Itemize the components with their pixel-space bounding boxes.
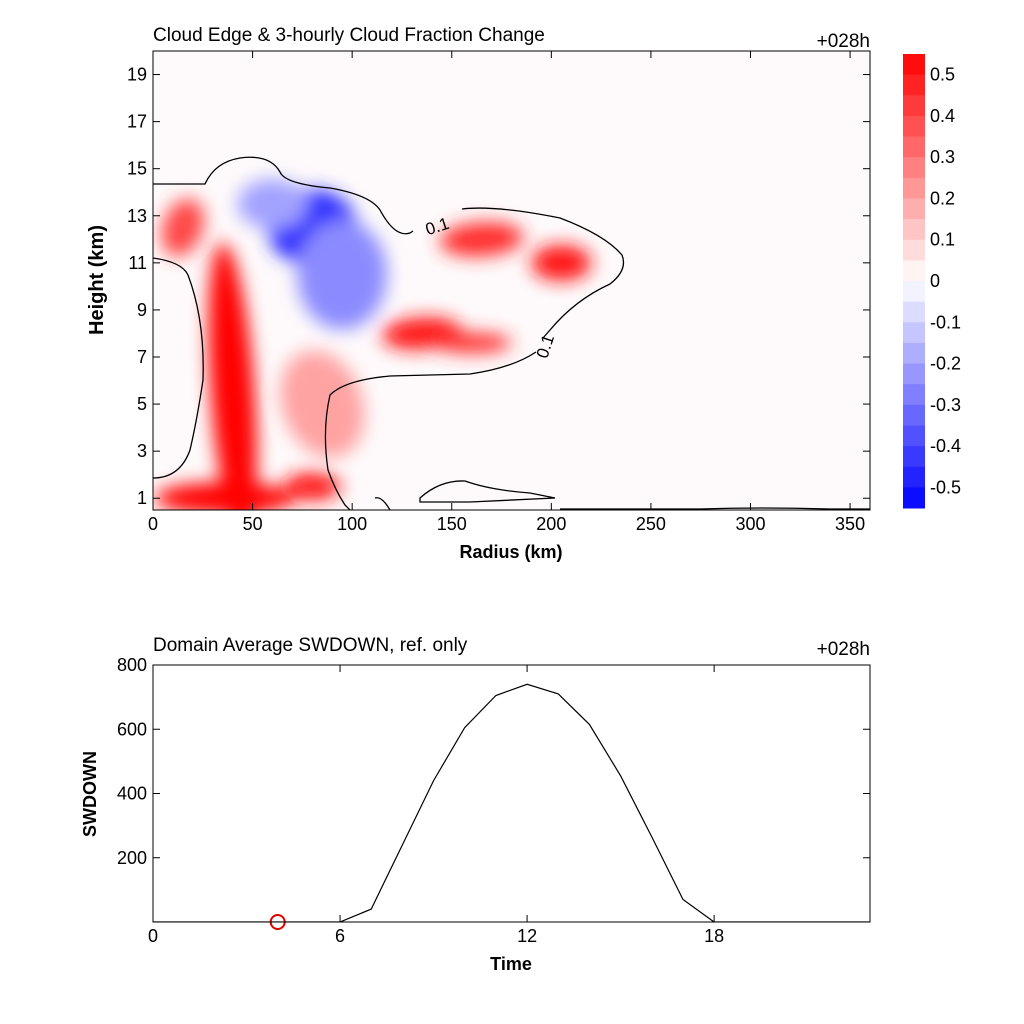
x-tick-label: 250 (636, 514, 666, 534)
colorbar-band (903, 363, 925, 385)
colorbar-label: -0.5 (930, 477, 961, 497)
colorbar-band (903, 136, 925, 158)
field-feature (154, 482, 295, 510)
field-feature (237, 179, 308, 229)
colorbar-band (903, 198, 925, 220)
colorbar-band (903, 115, 925, 138)
cloud-edge-contours (153, 156, 870, 510)
y-tick-label: 9 (137, 300, 147, 320)
cloud-edge-contour-inner (153, 257, 204, 479)
y-axis-label: SWDOWN (80, 751, 100, 837)
y-tick-label: 800 (117, 655, 147, 675)
colorbar-band (903, 74, 925, 96)
swdown-series-line (153, 683, 870, 922)
field-feature (531, 244, 592, 281)
y-tick-label: 19 (127, 65, 147, 85)
x-tick-label: 18 (704, 926, 724, 946)
colorbar-label: -0.2 (930, 354, 961, 374)
colorbar-band (903, 384, 925, 406)
x-tick-label: 6 (335, 926, 345, 946)
y-tick-label: 7 (137, 347, 147, 367)
colorbar-band (903, 342, 925, 365)
x-tick-label: 150 (437, 514, 467, 534)
colorbar: 0.5 0.4 0.3 0.2 0.1 0 -0.1 -0.2 -0.3 -0.4 -0.5 (903, 54, 961, 509)
x-tick-label: 12 (517, 926, 537, 946)
cloud-fraction-field (154, 179, 592, 510)
colorbar-band (903, 446, 925, 468)
x-tick-label: 100 (337, 514, 367, 534)
colorbar-label: 0.2 (930, 188, 955, 208)
colorbar-band (903, 239, 925, 261)
colorbar-label: -0.4 (930, 436, 961, 456)
cloud-edge-contour-lower (419, 480, 556, 503)
colorbar-band (903, 177, 925, 199)
y-tick-label: 1 (137, 488, 147, 508)
field-feature (439, 222, 524, 257)
colorbar-band (903, 425, 925, 447)
swdown-panel: 0 6 12 18 200 400 600 800 Domain Average SWDOWN… (80, 635, 871, 974)
field-feature (280, 350, 365, 458)
colorbar-label: 0.5 (930, 65, 955, 85)
cloud-edge-contour-main (153, 156, 625, 510)
x-tick-label: 0 (148, 514, 158, 534)
colorbar-band (903, 322, 925, 344)
y-tick-label: 15 (127, 159, 147, 179)
cloud-edge-contour-small (374, 497, 391, 510)
cloud-fraction-panel: 0.1 0.1 0 50 100 150 200 250 300 35013579111315… (86, 25, 961, 562)
y-axis-label: Height (km) (86, 225, 108, 335)
y-tick-label: 11 (128, 253, 147, 273)
colorbar-band (903, 487, 925, 509)
field-feature (297, 219, 388, 330)
y-tick-label: 400 (117, 784, 147, 804)
chart-title: Domain Average SWDOWN, ref. only (153, 635, 468, 656)
colorbar-band (903, 54, 925, 76)
colorbar-label: 0.1 (930, 230, 955, 250)
y-tick-label: 200 (117, 848, 147, 868)
colorbar-band (903, 301, 925, 323)
colorbar-label: 0.4 (930, 106, 955, 126)
field-feature (284, 472, 341, 501)
bottom-axis-ticks: 0 6 12 18 200 400 600 800 (117, 655, 870, 946)
colorbar-band (903, 281, 925, 303)
x-tick-label: 350 (835, 514, 865, 534)
x-tick-label: 0 (148, 926, 158, 946)
time-label: +028h (817, 31, 870, 52)
time-label: +028h (817, 639, 870, 660)
colorbar-label: 0 (930, 271, 940, 291)
colorbar-label: -0.3 (930, 395, 961, 415)
chart-title: Cloud Edge & 3-hourly Cloud Fraction Cha… (153, 25, 545, 46)
y-tick-label: 3 (137, 441, 147, 461)
y-tick-label: 13 (127, 206, 147, 226)
field-feature (208, 242, 257, 510)
field-feature (431, 332, 512, 353)
plot-frame (152, 664, 871, 923)
y-tick-label: 600 (117, 719, 147, 739)
x-tick-label: 200 (536, 514, 566, 534)
x-axis-label: Radius (km) (459, 542, 562, 562)
plot-frame (152, 50, 871, 511)
colorbar-band (903, 95, 925, 117)
plot-background (153, 51, 870, 510)
colorbar-band (903, 157, 925, 179)
colorbar-band (903, 404, 925, 426)
y-tick-label: 5 (137, 394, 147, 414)
x-tick-label: 300 (735, 514, 765, 534)
colorbar-band (903, 219, 925, 241)
colorbar-band (903, 466, 925, 488)
x-tick-label: 50 (243, 514, 263, 534)
colorbar-band (903, 260, 925, 282)
colorbar-label: 0.3 (930, 147, 955, 167)
cloud-edge-contour-surface (560, 507, 870, 510)
colorbar-label: -0.1 (930, 312, 961, 332)
field-feature (161, 198, 205, 257)
y-tick-label: 17 (127, 112, 147, 132)
x-axis-label: Time (490, 954, 532, 974)
